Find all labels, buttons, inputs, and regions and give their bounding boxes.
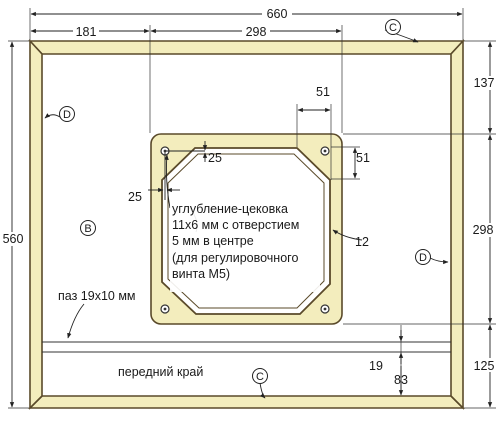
dim-560: 560: [3, 232, 24, 246]
counterbore-note: углубление-цековка 11x6 мм с отверстием …: [170, 200, 320, 292]
dim-181: 181: [76, 25, 97, 39]
dim-51-horizontal: 51: [316, 85, 330, 99]
dim-83: 83: [394, 373, 408, 387]
dim-137: 137: [474, 76, 495, 90]
counterbore-holes: [160, 146, 330, 314]
svg-text:B: B: [84, 223, 91, 235]
callout-c-bottom: C: [252, 368, 268, 384]
dimension-labels: 660 181 298 560 137 298 125 51 51 25 25 …: [2, 6, 498, 387]
callout-b: B: [80, 220, 96, 236]
svg-text:D: D: [419, 252, 427, 264]
dim-25-vertical: 25: [208, 151, 222, 165]
dim-25-horizontal: 25: [128, 190, 142, 204]
groove-lines: [42, 341, 451, 353]
dim-298-top: 298: [246, 25, 267, 39]
dim-125: 125: [474, 359, 495, 373]
groove-note: паз 19x10 мм: [58, 289, 136, 303]
dim-660: 660: [267, 7, 288, 21]
svg-text:C: C: [256, 371, 264, 383]
callout-d-right: D: [415, 249, 431, 265]
svg-text:C: C: [389, 22, 397, 34]
note-line-4: (для регулировочного: [172, 251, 298, 265]
hole-top-right: [320, 146, 330, 156]
dim-12: 12: [355, 235, 369, 249]
callout-c-top: C: [385, 19, 401, 35]
note-line-3: 5 мм в центре: [172, 234, 254, 248]
svg-text:D: D: [63, 109, 71, 121]
dim-19: 19: [369, 359, 383, 373]
note-line-5: винта М5): [172, 267, 230, 281]
callout-d-left: D: [59, 106, 75, 122]
hole-bottom-right: [320, 304, 330, 314]
note-line-2: 11x6 мм с отверстием: [172, 218, 299, 232]
note-line-1: углубление-цековка: [172, 202, 288, 216]
extension-lines: [8, 8, 496, 409]
dim-298-right: 298: [473, 223, 494, 237]
callout-markers: C D B D C: [59, 19, 431, 384]
hole-bottom-left: [160, 304, 170, 314]
front-edge-note: передний край: [118, 365, 203, 379]
outer-frame: [28, 38, 465, 410]
dim-51-vertical: 51: [356, 151, 370, 165]
